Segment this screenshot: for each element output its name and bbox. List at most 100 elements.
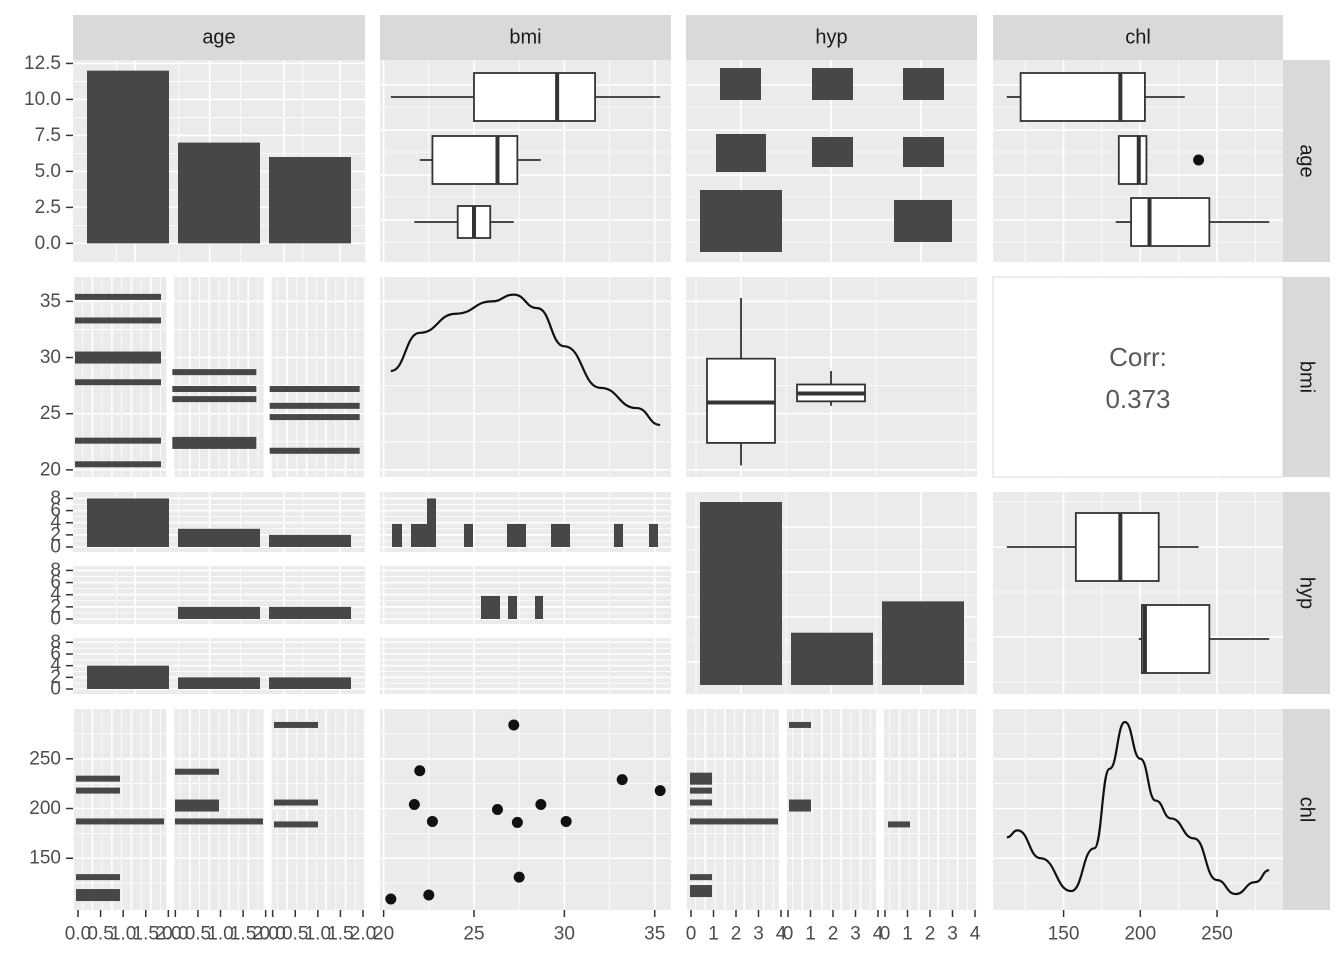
hist-bar-hyp-chl-0 — [690, 772, 712, 785]
hist-bar-age-bmi-11 — [269, 402, 360, 409]
hist-bar-age-bmi-6 — [172, 369, 257, 376]
panel-chl-bmi — [992, 276, 1284, 478]
hist-bar-age-bmi-13 — [269, 447, 360, 454]
x-tick-age-2-0.0: 0.0 — [259, 924, 285, 945]
strip-top-label: chl — [1125, 27, 1151, 49]
scatter-point — [385, 893, 397, 905]
bar-age-2 — [178, 142, 260, 244]
y-tick-hyp-1-4: 4 — [50, 584, 61, 605]
y-tick-age-0.0: 0.0 — [35, 233, 61, 254]
hist-bar-age-bmi-9 — [172, 436, 257, 449]
strip-top-2 — [686, 15, 977, 60]
hist-bar-age-chl-0 — [76, 775, 120, 782]
y-tick-bmi-30: 30 — [40, 347, 61, 368]
facet-gap — [73, 624, 365, 638]
y-tick-hyp-2-0: 0 — [50, 679, 61, 700]
strip-right-label: chl — [1296, 797, 1318, 823]
hist-bar-hyp-chl-1 — [690, 787, 712, 794]
x-tick-hyp-1-3: 3 — [850, 924, 861, 945]
y-tick-age-10.0: 10.0 — [24, 89, 61, 110]
y-tick-age-2.5: 2.5 — [35, 197, 61, 218]
strip-top-3 — [993, 15, 1283, 60]
x-tick-bmi-20: 20 — [373, 924, 394, 945]
hist-bar-hyp-chl-3 — [690, 818, 778, 825]
x-tick-bmi-35: 35 — [644, 924, 665, 945]
hist-bar-age-chl-10 — [274, 821, 318, 828]
scatter-point — [408, 799, 420, 811]
y-tick-hyp-0-0: 0 — [50, 537, 61, 558]
panel-bmi-bmi — [380, 277, 671, 477]
y-tick-age-12.5: 12.5 — [24, 53, 61, 74]
density-line-bmi — [390, 293, 661, 427]
x-tick-chl-150: 150 — [1048, 924, 1080, 945]
x-tick-hyp-2-1: 1 — [902, 924, 913, 945]
facet-gap — [73, 552, 365, 566]
hist-bar-bmi-hyp-1-7 — [649, 523, 658, 547]
hist-bar-hyp-chl-5 — [690, 885, 712, 898]
x-tick-age-1-1.0: 1.0 — [207, 924, 233, 945]
y-tick-hyp-1-6: 6 — [50, 572, 61, 593]
strip-top-label: age — [202, 27, 235, 49]
x-tick-chl-250: 250 — [1201, 924, 1233, 945]
strip-right-1 — [1283, 277, 1330, 477]
hist-bar-bmi-hyp-1-2 — [427, 498, 436, 547]
x-tick-age-1-0.5: 0.5 — [185, 924, 211, 945]
boxplot-chl-hyp-1-box — [1074, 512, 1160, 582]
facet-gap — [876, 709, 884, 910]
y-tick-chl-150: 150 — [29, 848, 61, 869]
y-tick-age-5.0: 5.0 — [35, 161, 61, 182]
bar-hyp-1 — [700, 502, 782, 685]
scatter-point — [511, 816, 523, 828]
scatter-point — [414, 765, 426, 777]
panel-bmi-chl — [380, 709, 671, 910]
hist-bar-age-chl-3 — [76, 874, 120, 881]
boxplot-chl-age-2-box — [1117, 135, 1148, 185]
facet-bar-age-hyp-0-1 — [178, 528, 260, 547]
x-tick-age-1-1.5: 1.5 — [230, 924, 256, 945]
x-tick-age-0-0.0: 0.0 — [65, 924, 91, 945]
y-tick-hyp-2-4: 4 — [50, 655, 61, 676]
hist-bar-bmi-hyp-2-1 — [508, 595, 517, 619]
facet-gap — [263, 277, 272, 477]
hist-bar-age-bmi-2 — [75, 351, 161, 364]
strip-right-label: bmi — [1296, 361, 1318, 393]
scatter-point — [513, 871, 525, 883]
hist-bar-hyp-chl-2 — [690, 799, 712, 806]
y-tick-hyp-2-2: 2 — [50, 667, 61, 688]
x-tick-age-2-2.0: 2.0 — [350, 924, 376, 945]
strip-right-label: age — [1296, 144, 1318, 177]
y-tick-hyp-0-2: 2 — [50, 524, 61, 545]
scatter-point — [423, 889, 435, 901]
boxplot-bmi-age-1-box — [473, 72, 596, 122]
strip-right-3 — [1283, 709, 1330, 910]
x-tick-age-2-1.5: 1.5 — [327, 924, 353, 945]
strip-right-label: hyp — [1296, 577, 1318, 609]
facet-bar-age-hyp-0-2 — [269, 534, 351, 547]
hist-bar-age-bmi-10 — [269, 385, 360, 392]
hist-bar-age-chl-6 — [175, 799, 219, 812]
x-tick-bmi-25: 25 — [463, 924, 484, 945]
scatter-point — [654, 785, 666, 797]
x-tick-hyp-2-0: 0 — [880, 924, 891, 945]
x-tick-chl-200: 200 — [1124, 924, 1156, 945]
facet-gap — [380, 552, 671, 566]
corr-label: Corr: — [1109, 342, 1167, 372]
x-tick-age-2-0.5: 0.5 — [282, 924, 308, 945]
hist-bar-bmi-hyp-2-0 — [481, 595, 500, 619]
facet-gap — [380, 624, 671, 638]
x-tick-hyp-0-0: 0 — [686, 924, 697, 945]
hist-bar-age-bmi-5 — [75, 461, 161, 468]
strip-top-label: bmi — [509, 27, 541, 49]
mosaic-tile-1 — [812, 68, 853, 100]
hist-bar-hyp-chl-7 — [789, 799, 811, 812]
y-tick-age-7.5: 7.5 — [35, 125, 61, 146]
y-tick-hyp-1-8: 8 — [50, 560, 61, 581]
scatter-point — [426, 815, 438, 827]
y-tick-bmi-20: 20 — [40, 459, 61, 480]
y-tick-hyp-2-8: 8 — [50, 632, 61, 653]
x-tick-hyp-2-2: 2 — [925, 924, 936, 945]
facet-gap — [166, 277, 175, 477]
x-tick-hyp-2-3: 3 — [947, 924, 958, 945]
hist-bar-bmi-hyp-1-5 — [551, 523, 570, 547]
mosaic-tile-4 — [812, 137, 853, 167]
